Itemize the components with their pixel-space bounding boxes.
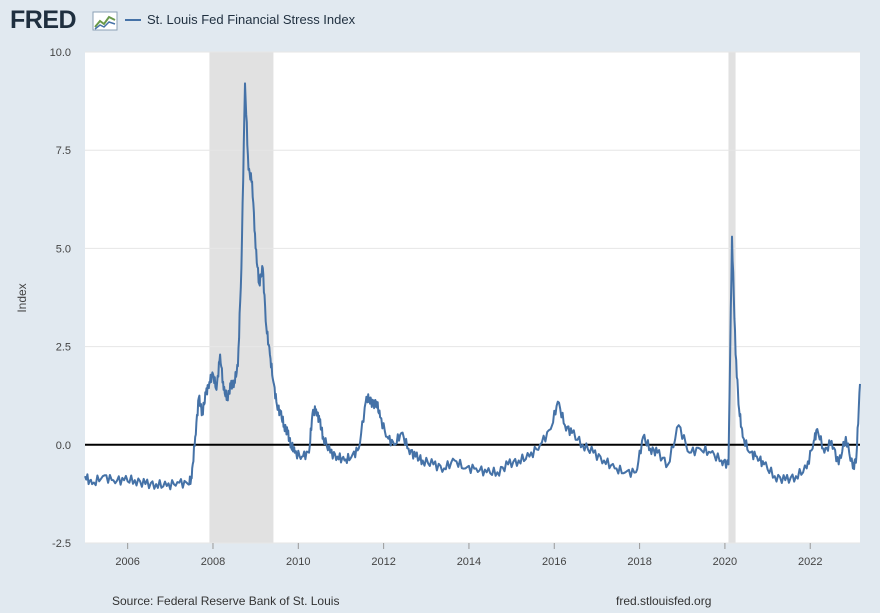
chart-legend[interactable]: St. Louis Fed Financial Stress Index [125,12,355,27]
legend-series-swatch [125,18,141,21]
series-line[interactable] [84,82,861,491]
recession-band-0 [209,52,274,543]
x-tick-label: 2010 [286,556,310,568]
y-tick-label: 0.0 [56,440,71,452]
x-axis-ticks: 2006 2008 2010 2012 2014 2016 2018 2020 2022 [115,543,822,568]
site-link[interactable]: fred.stlouisfed.org [616,594,712,608]
x-tick-label: 2006 [115,556,139,568]
fred-logo-chart-icon [92,11,118,31]
y-tick-label: 7.5 [56,145,71,157]
x-tick-label: 2020 [713,556,737,568]
source-note: Source: Federal Reserve Bank of St. Loui… [112,594,340,608]
y-tick-label: -2.5 [52,538,71,550]
x-tick-label: 2016 [542,556,566,568]
y-tick-label: 5.0 [56,243,71,255]
y-tick-label: 10.0 [50,47,71,59]
y-axis-ticks: -2.5 0.0 2.5 5.0 7.5 10.0 [50,47,71,550]
x-tick-label: 2008 [201,556,225,568]
legend-series-label: St. Louis Fed Financial Stress Index [147,12,356,27]
x-tick-label: 2014 [457,556,481,568]
y-axis-title: Index [15,283,29,312]
fred-logo: FRED [10,6,77,34]
x-tick-label: 2022 [798,556,822,568]
y-tick-label: 2.5 [56,342,71,354]
x-tick-label: 2018 [627,556,651,568]
x-tick-label: 2012 [371,556,395,568]
chart-header: FRED St. Louis Fed Financial Stress Inde… [0,0,880,44]
